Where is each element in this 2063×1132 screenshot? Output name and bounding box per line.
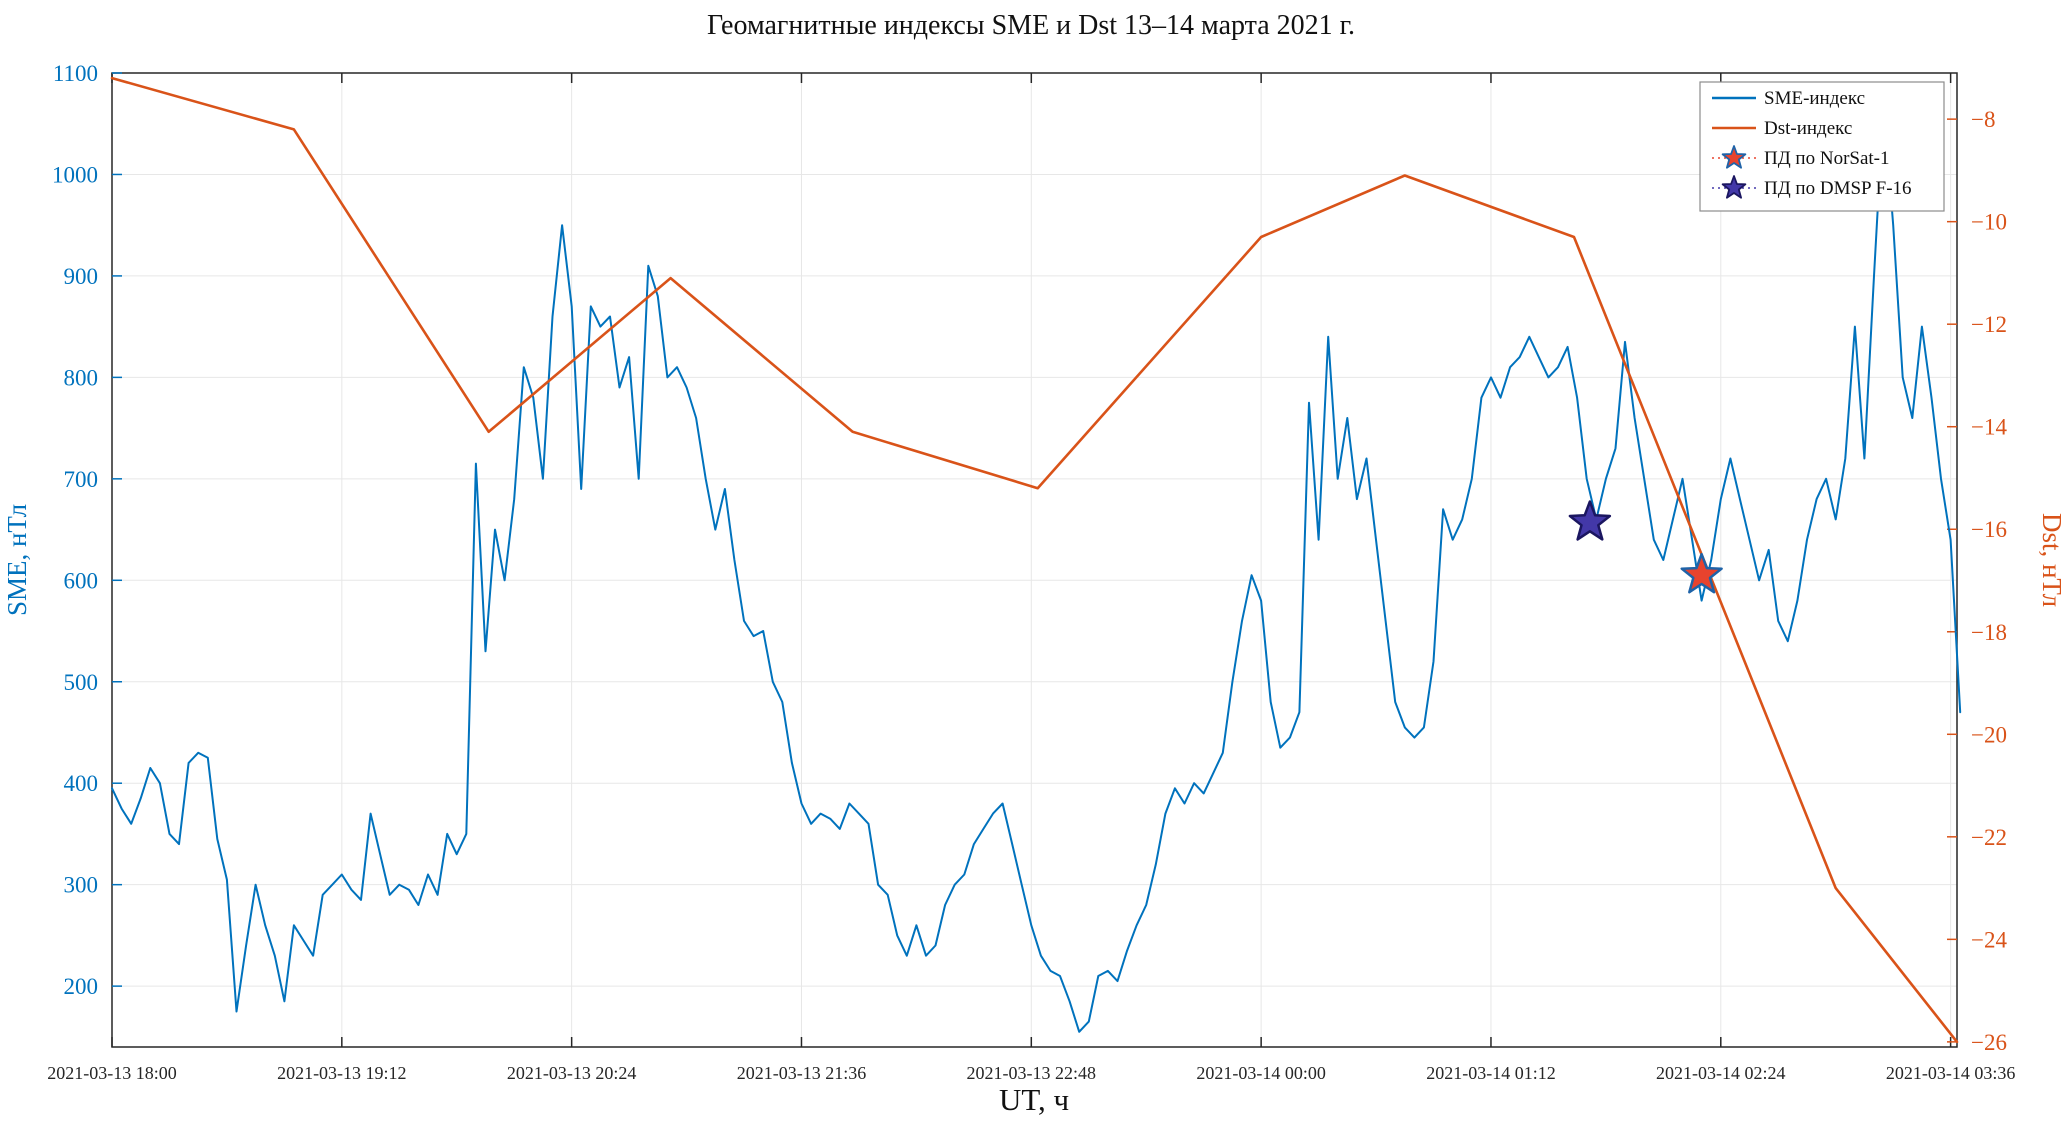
legend-entry: ПД по DMSP F-16 <box>1712 175 1912 199</box>
left-y-tick-label: 900 <box>64 264 99 289</box>
norsat1-star-marker <box>1680 552 1723 594</box>
grid-lines <box>111 72 1957 1047</box>
axes: 2021-03-13 18:00 2021-03-13 19:12 2021-03-… <box>47 61 2015 1083</box>
legend-label: Dst-индекс <box>1764 118 1852 139</box>
x-tick-label: 2021-03-13 21:36 <box>737 1063 867 1083</box>
legend-entry: ПД по NorSat-1 <box>1712 145 1890 169</box>
left-y-tick-label: 600 <box>64 568 99 593</box>
dst-line <box>110 76 1959 1044</box>
x-tick-label: 2021-03-13 19:12 <box>277 1063 407 1083</box>
x-tick-label: 2021-03-13 18:00 <box>47 1063 177 1083</box>
x-tick-label: 2021-03-14 02:24 <box>1656 1063 1786 1083</box>
left-y-tick-label: 1100 <box>53 61 98 86</box>
x-axis-label: UT, ч <box>999 1082 1069 1117</box>
x-tick-label: 2021-03-13 22:48 <box>967 1063 1097 1083</box>
right-y-tick-label: −20 <box>1971 722 2007 747</box>
x-tick-label: 2021-03-13 20:24 <box>507 1063 637 1083</box>
legend-label: ПД по DMSP F-16 <box>1764 178 1912 199</box>
left-y-tick-label: 300 <box>64 873 99 898</box>
legend-box <box>1699 81 1945 212</box>
legend: SME-индекс Dst-индекс ПД по NorSat-1 ПД по … <box>1699 81 1945 212</box>
dmsp-f16-star-marker <box>1568 500 1612 541</box>
left-y-tick-label: 400 <box>64 771 99 796</box>
legend-star-sample <box>1721 145 1747 169</box>
legend-entry: Dst-индекс <box>1712 118 1852 139</box>
data-series <box>110 76 1962 1044</box>
left-y-tick-label: 800 <box>64 365 99 390</box>
x-tick-label: 2021-03-14 03:36 <box>1886 1063 2016 1083</box>
legend-entry: SME-индекс <box>1712 88 1865 109</box>
left-y-tick-label: 500 <box>64 670 99 695</box>
right-y-tick-label: −8 <box>1971 107 1995 132</box>
right-y-tick-label: −12 <box>1971 312 2007 337</box>
left-y-tick-label: 700 <box>64 467 99 492</box>
right-y-tick-label: −10 <box>1971 210 2007 235</box>
right-y-tick-label: −24 <box>1971 927 2007 952</box>
right-y-tick-label: −18 <box>1971 620 2007 645</box>
legend-label: ПД по NorSat-1 <box>1764 148 1890 169</box>
left-y-tick-label: 1000 <box>52 162 98 187</box>
right-axis-label: Dst, нТл <box>2037 513 2063 607</box>
right-y-tick-label: −16 <box>1971 517 2007 542</box>
chart-title: Геомагнитные индексы SME и Dst 13–14 мар… <box>707 10 1355 41</box>
x-tick-label: 2021-03-14 01:12 <box>1426 1063 1556 1083</box>
legend-star-sample <box>1721 175 1747 199</box>
x-tick-label: 2021-03-14 00:00 <box>1196 1063 1326 1083</box>
right-y-tick-label: −26 <box>1971 1030 2007 1055</box>
plot-frame <box>111 72 1958 1048</box>
event-markers <box>1568 500 1723 594</box>
sme-line <box>111 102 1962 1033</box>
left-axis-label: SME, нТл <box>2 504 32 616</box>
right-y-tick-label: −22 <box>1971 825 2007 850</box>
right-y-tick-label: −14 <box>1971 415 2007 440</box>
left-y-tick-label: 200 <box>64 974 99 999</box>
legend-label: SME-индекс <box>1764 88 1865 109</box>
